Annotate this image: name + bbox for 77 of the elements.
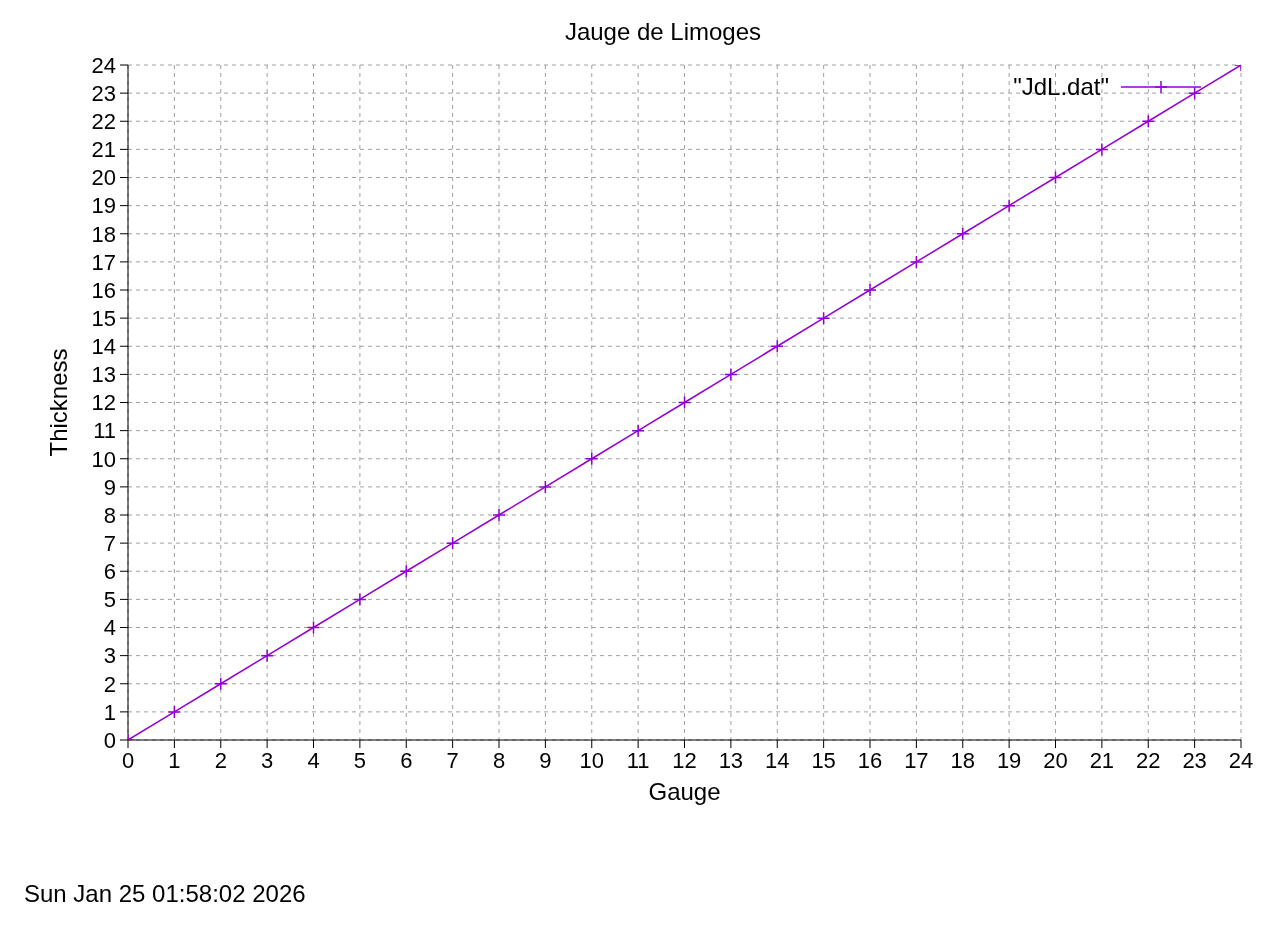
x-tick-label: 6 [400, 747, 413, 773]
point [260, 648, 274, 663]
y-tick-label: 13 [91, 362, 116, 388]
point [306, 620, 321, 635]
x-tick-label: 7 [446, 747, 459, 773]
point [816, 311, 831, 325]
y-tick-label: 15 [91, 305, 116, 331]
x-tick-label: 20 [1043, 747, 1068, 773]
x-tick-label: 13 [718, 747, 744, 773]
point [1048, 170, 1063, 185]
legend-label: "JdL.dat" [1013, 73, 1109, 101]
point [538, 480, 553, 494]
x-tick-label: 16 [857, 747, 883, 773]
x-tick-label: 2 [214, 747, 227, 773]
point [585, 452, 599, 466]
y-tick-label: 23 [91, 80, 116, 106]
y-tick-label: 10 [91, 446, 116, 472]
point [353, 592, 367, 607]
x-tick-label: 3 [261, 747, 274, 773]
x-tick-label: 19 [996, 747, 1022, 773]
y-tick-label: 4 [103, 615, 116, 641]
y-tick-label: 24 [91, 52, 116, 78]
point [167, 705, 182, 719]
y-tick-label: 22 [91, 109, 116, 135]
y-tick-label: 17 [91, 249, 116, 275]
x-tick-label: 0 [121, 747, 135, 773]
y-tick-label: 1 [103, 699, 116, 725]
x-tick-label: 15 [811, 747, 836, 773]
text: Sun Jan 25 01:58:02 2026 [24, 880, 307, 908]
y-tick-label: 14 [91, 334, 116, 360]
y-tick-label: 19 [91, 193, 116, 219]
y-tick-label: 12 [91, 390, 116, 416]
point [1141, 114, 1155, 128]
y-tick-label: 18 [91, 221, 116, 247]
x-tick-label: 12 [672, 747, 697, 773]
point [631, 423, 645, 438]
chart-title: Jauge de Limoges [564, 18, 762, 45]
y-tick-label: 3 [103, 643, 116, 669]
x-tick-label: 8 [492, 747, 506, 773]
point [677, 395, 692, 410]
point [1002, 198, 1016, 213]
x-tick-label: 1 [168, 747, 181, 773]
point [770, 339, 784, 353]
x-tick-label: 9 [539, 747, 552, 773]
point [445, 536, 460, 550]
y-tick-label: 21 [91, 137, 116, 163]
x-tick-label: 22 [1136, 747, 1161, 773]
y-tick-label: 5 [103, 587, 116, 613]
y-tick-label: 0 [103, 727, 116, 753]
point [214, 677, 228, 691]
x-tick-label: 18 [950, 747, 975, 773]
point [1095, 142, 1109, 157]
x-tick-label: 11 [626, 747, 650, 773]
x-tick-label: 23 [1182, 747, 1207, 773]
y-tick-label: 16 [91, 277, 116, 303]
x-tick-label: 14 [765, 747, 790, 773]
y-axis-title: Thickness [44, 348, 72, 457]
point [399, 564, 413, 578]
x-tick-label: 4 [307, 747, 320, 773]
y-tick-label: 9 [103, 474, 116, 500]
point [492, 508, 506, 522]
x-tick-label: 17 [904, 747, 929, 773]
x-tick-label: 5 [353, 747, 366, 773]
x-axis-title: Gauge [648, 778, 721, 805]
y-tick-label: 20 [91, 165, 116, 191]
y-tick-label: 2 [103, 671, 116, 697]
point [724, 367, 738, 382]
x-tick-label: 24 [1228, 747, 1254, 773]
y-tick-label: 7 [103, 530, 116, 556]
point [909, 255, 924, 269]
point [863, 283, 877, 297]
y-tick-label: 6 [103, 559, 116, 585]
y-tick-label: 8 [103, 502, 116, 528]
point [956, 227, 970, 241]
y-tick-label: 11 [93, 418, 116, 444]
x-tick-label: 10 [579, 747, 604, 773]
x-tick-label: 21 [1089, 747, 1115, 773]
